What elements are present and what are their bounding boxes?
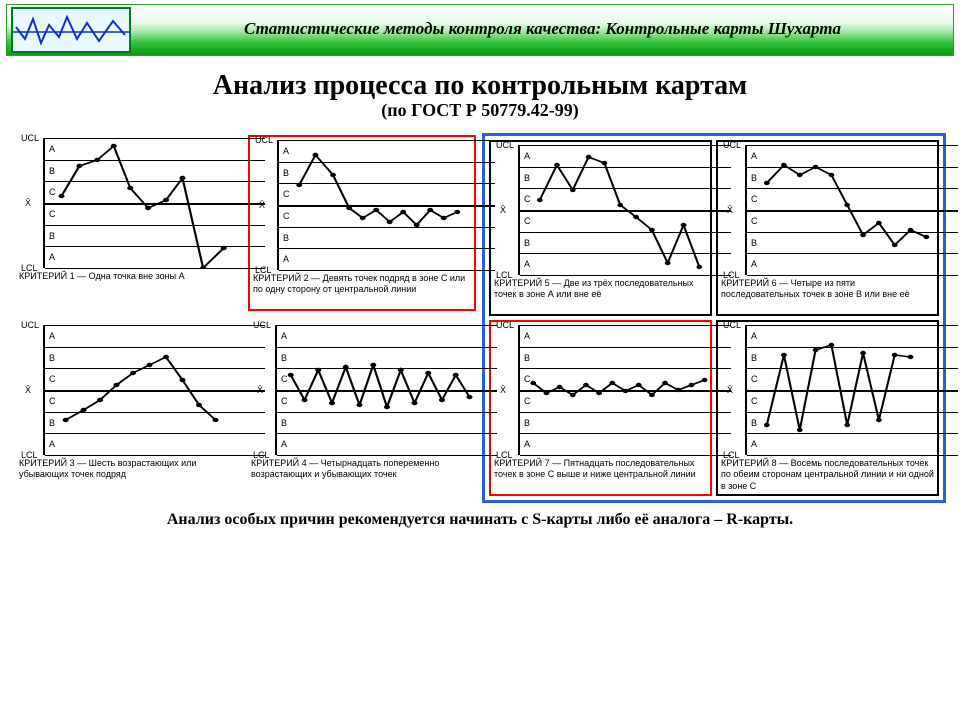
control-chart-card-6: UCLABCX̄CBALCLКРИТЕРИЙ 6 — Четыре из пят… bbox=[714, 138, 941, 318]
control-chart-plot: UCLABCX̄CBALCL bbox=[43, 325, 265, 455]
control-chart-plot: UCLABCX̄CBALCL bbox=[277, 140, 495, 270]
data-series-line bbox=[45, 138, 265, 268]
header-bar: Статистические методы контроля качества:… bbox=[6, 4, 954, 56]
data-series-line bbox=[520, 325, 731, 455]
card-caption: КРИТЕРИЙ 7 — Пятнадцать последовательных… bbox=[494, 458, 707, 492]
page-title: Анализ процесса по контрольным картам bbox=[0, 70, 960, 102]
data-series-line bbox=[277, 325, 497, 455]
control-chart-plot: UCLABCX̄CBALCL bbox=[43, 138, 265, 268]
axis-limit-label: UCL bbox=[723, 140, 741, 150]
axis-limit-label: LCL bbox=[21, 263, 38, 273]
page-subtitle: (по ГОСТ Р 50779.42-99) bbox=[0, 100, 960, 121]
axis-center-label: X̄ bbox=[500, 205, 506, 215]
axis-limit-label: UCL bbox=[496, 140, 514, 150]
card-caption: КРИТЕРИЙ 1 — Одна точка вне зоны А bbox=[19, 271, 241, 305]
axis-limit-label: UCL bbox=[21, 320, 39, 330]
axis-center-label: X̄ bbox=[500, 385, 506, 395]
control-chart-plot: UCLABCX̄CBALCL bbox=[518, 145, 731, 275]
control-chart-plot: UCLABCX̄CBALCL bbox=[745, 325, 958, 455]
control-chart-card-8: UCLABCX̄CBALCLКРИТЕРИЙ 8 — Восемь послед… bbox=[714, 318, 941, 498]
card-frame: UCLABCX̄CBALCLКРИТЕРИЙ 3 — Шесть возраст… bbox=[16, 322, 244, 494]
control-chart-card-4: UCLABCX̄CBALCLКРИТЕРИЙ 4 — Четырнадцать … bbox=[246, 320, 478, 503]
axis-limit-label: LCL bbox=[723, 270, 740, 280]
card-caption: КРИТЕРИЙ 3 — Шесть возрастающих или убыв… bbox=[19, 458, 241, 492]
axis-limit-label: LCL bbox=[496, 270, 513, 280]
card-frame: UCLABCX̄CBALCLКРИТЕРИЙ 1 — Одна точка вн… bbox=[16, 135, 244, 307]
axis-center-label: X̄ bbox=[259, 200, 265, 210]
axis-limit-label: LCL bbox=[253, 450, 270, 460]
card-frame: UCLABCX̄CBALCLКРИТЕРИЙ 4 — Четырнадцать … bbox=[248, 322, 476, 494]
control-chart-card-7: UCLABCX̄CBALCLКРИТЕРИЙ 7 — Пятнадцать по… bbox=[487, 318, 714, 498]
axis-limit-label: UCL bbox=[723, 320, 741, 330]
control-chart-card-1: UCLABCX̄CBALCLКРИТЕРИЙ 1 — Одна точка вн… bbox=[14, 133, 246, 320]
card-caption: КРИТЕРИЙ 8 — Восемь последовательных точ… bbox=[721, 458, 934, 492]
charts-grid: UCLABCX̄CBALCLКРИТЕРИЙ 1 — Одна точка вн… bbox=[12, 131, 948, 505]
data-series-line bbox=[520, 145, 731, 275]
right-group-frame: UCLABCX̄CBALCLКРИТЕРИЙ 5 — Две из трёх п… bbox=[482, 133, 946, 503]
axis-center-label: X̄ bbox=[25, 385, 31, 395]
axis-limit-label: UCL bbox=[253, 320, 271, 330]
axis-limit-label: LCL bbox=[255, 265, 272, 275]
card-frame: UCLABCX̄CBALCLКРИТЕРИЙ 7 — Пятнадцать по… bbox=[489, 320, 712, 496]
axis-limit-label: UCL bbox=[255, 135, 273, 145]
control-chart-plot: UCLABCX̄CBALCL bbox=[745, 145, 958, 275]
card-caption: КРИТЕРИЙ 2 — Девять точек подряд в зоне … bbox=[253, 273, 471, 307]
card-caption: КРИТЕРИЙ 5 — Две из трёх последовательны… bbox=[494, 278, 707, 312]
axis-limit-label: LCL bbox=[496, 450, 513, 460]
axis-limit-label: LCL bbox=[723, 450, 740, 460]
footer-note: Анализ особых причин рекомендуется начин… bbox=[0, 511, 960, 529]
card-caption: КРИТЕРИЙ 6 — Четыре из пяти последовател… bbox=[721, 278, 934, 312]
axis-limit-label: LCL bbox=[21, 450, 38, 460]
logo-wave-icon bbox=[11, 7, 131, 53]
axis-center-label: X̄ bbox=[727, 205, 733, 215]
data-series-line bbox=[45, 325, 265, 455]
control-chart-card-2: UCLABCX̄CBALCLКРИТЕРИЙ 2 — Девять точек … bbox=[246, 133, 478, 320]
data-series-line bbox=[747, 325, 958, 455]
axis-center-label: X̄ bbox=[257, 385, 263, 395]
control-chart-card-3: UCLABCX̄CBALCLКРИТЕРИЙ 3 — Шесть возраст… bbox=[14, 320, 246, 503]
axis-center-label: X̄ bbox=[25, 198, 31, 208]
left-group: UCLABCX̄CBALCLКРИТЕРИЙ 1 — Одна точка вн… bbox=[12, 131, 480, 505]
data-series-line bbox=[279, 140, 495, 270]
card-frame: UCLABCX̄CBALCLКРИТЕРИЙ 2 — Девять точек … bbox=[248, 135, 476, 311]
right-group-wrap: UCLABCX̄CBALCLКРИТЕРИЙ 5 — Две из трёх п… bbox=[480, 131, 948, 505]
header-title: Статистические методы контроля качества:… bbox=[152, 19, 933, 39]
axis-limit-label: UCL bbox=[496, 320, 514, 330]
card-frame: UCLABCX̄CBALCLКРИТЕРИЙ 6 — Четыре из пят… bbox=[716, 140, 939, 316]
control-chart-plot: UCLABCX̄CBALCL bbox=[518, 325, 731, 455]
axis-center-label: X̄ bbox=[727, 385, 733, 395]
data-series-line bbox=[747, 145, 958, 275]
control-chart-plot: UCLABCX̄CBALCL bbox=[275, 325, 497, 455]
card-caption: КРИТЕРИЙ 4 — Четырнадцать попеременно во… bbox=[251, 458, 473, 492]
card-frame: UCLABCX̄CBALCLКРИТЕРИЙ 8 — Восемь послед… bbox=[716, 320, 939, 496]
card-frame: UCLABCX̄CBALCLКРИТЕРИЙ 5 — Две из трёх п… bbox=[489, 140, 712, 316]
axis-limit-label: UCL bbox=[21, 133, 39, 143]
control-chart-card-5: UCLABCX̄CBALCLКРИТЕРИЙ 5 — Две из трёх п… bbox=[487, 138, 714, 318]
